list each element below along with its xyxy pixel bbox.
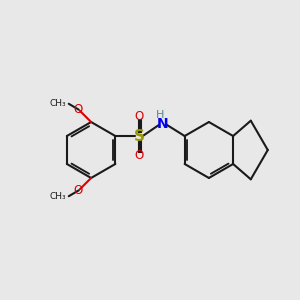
Text: O: O <box>74 184 83 197</box>
Text: O: O <box>134 110 143 123</box>
Text: S: S <box>134 128 144 143</box>
Text: H: H <box>156 110 164 120</box>
Text: CH₃: CH₃ <box>50 192 66 201</box>
Text: O: O <box>74 103 83 116</box>
Text: O: O <box>134 149 143 162</box>
Text: N: N <box>157 117 168 130</box>
Text: CH₃: CH₃ <box>50 99 66 108</box>
